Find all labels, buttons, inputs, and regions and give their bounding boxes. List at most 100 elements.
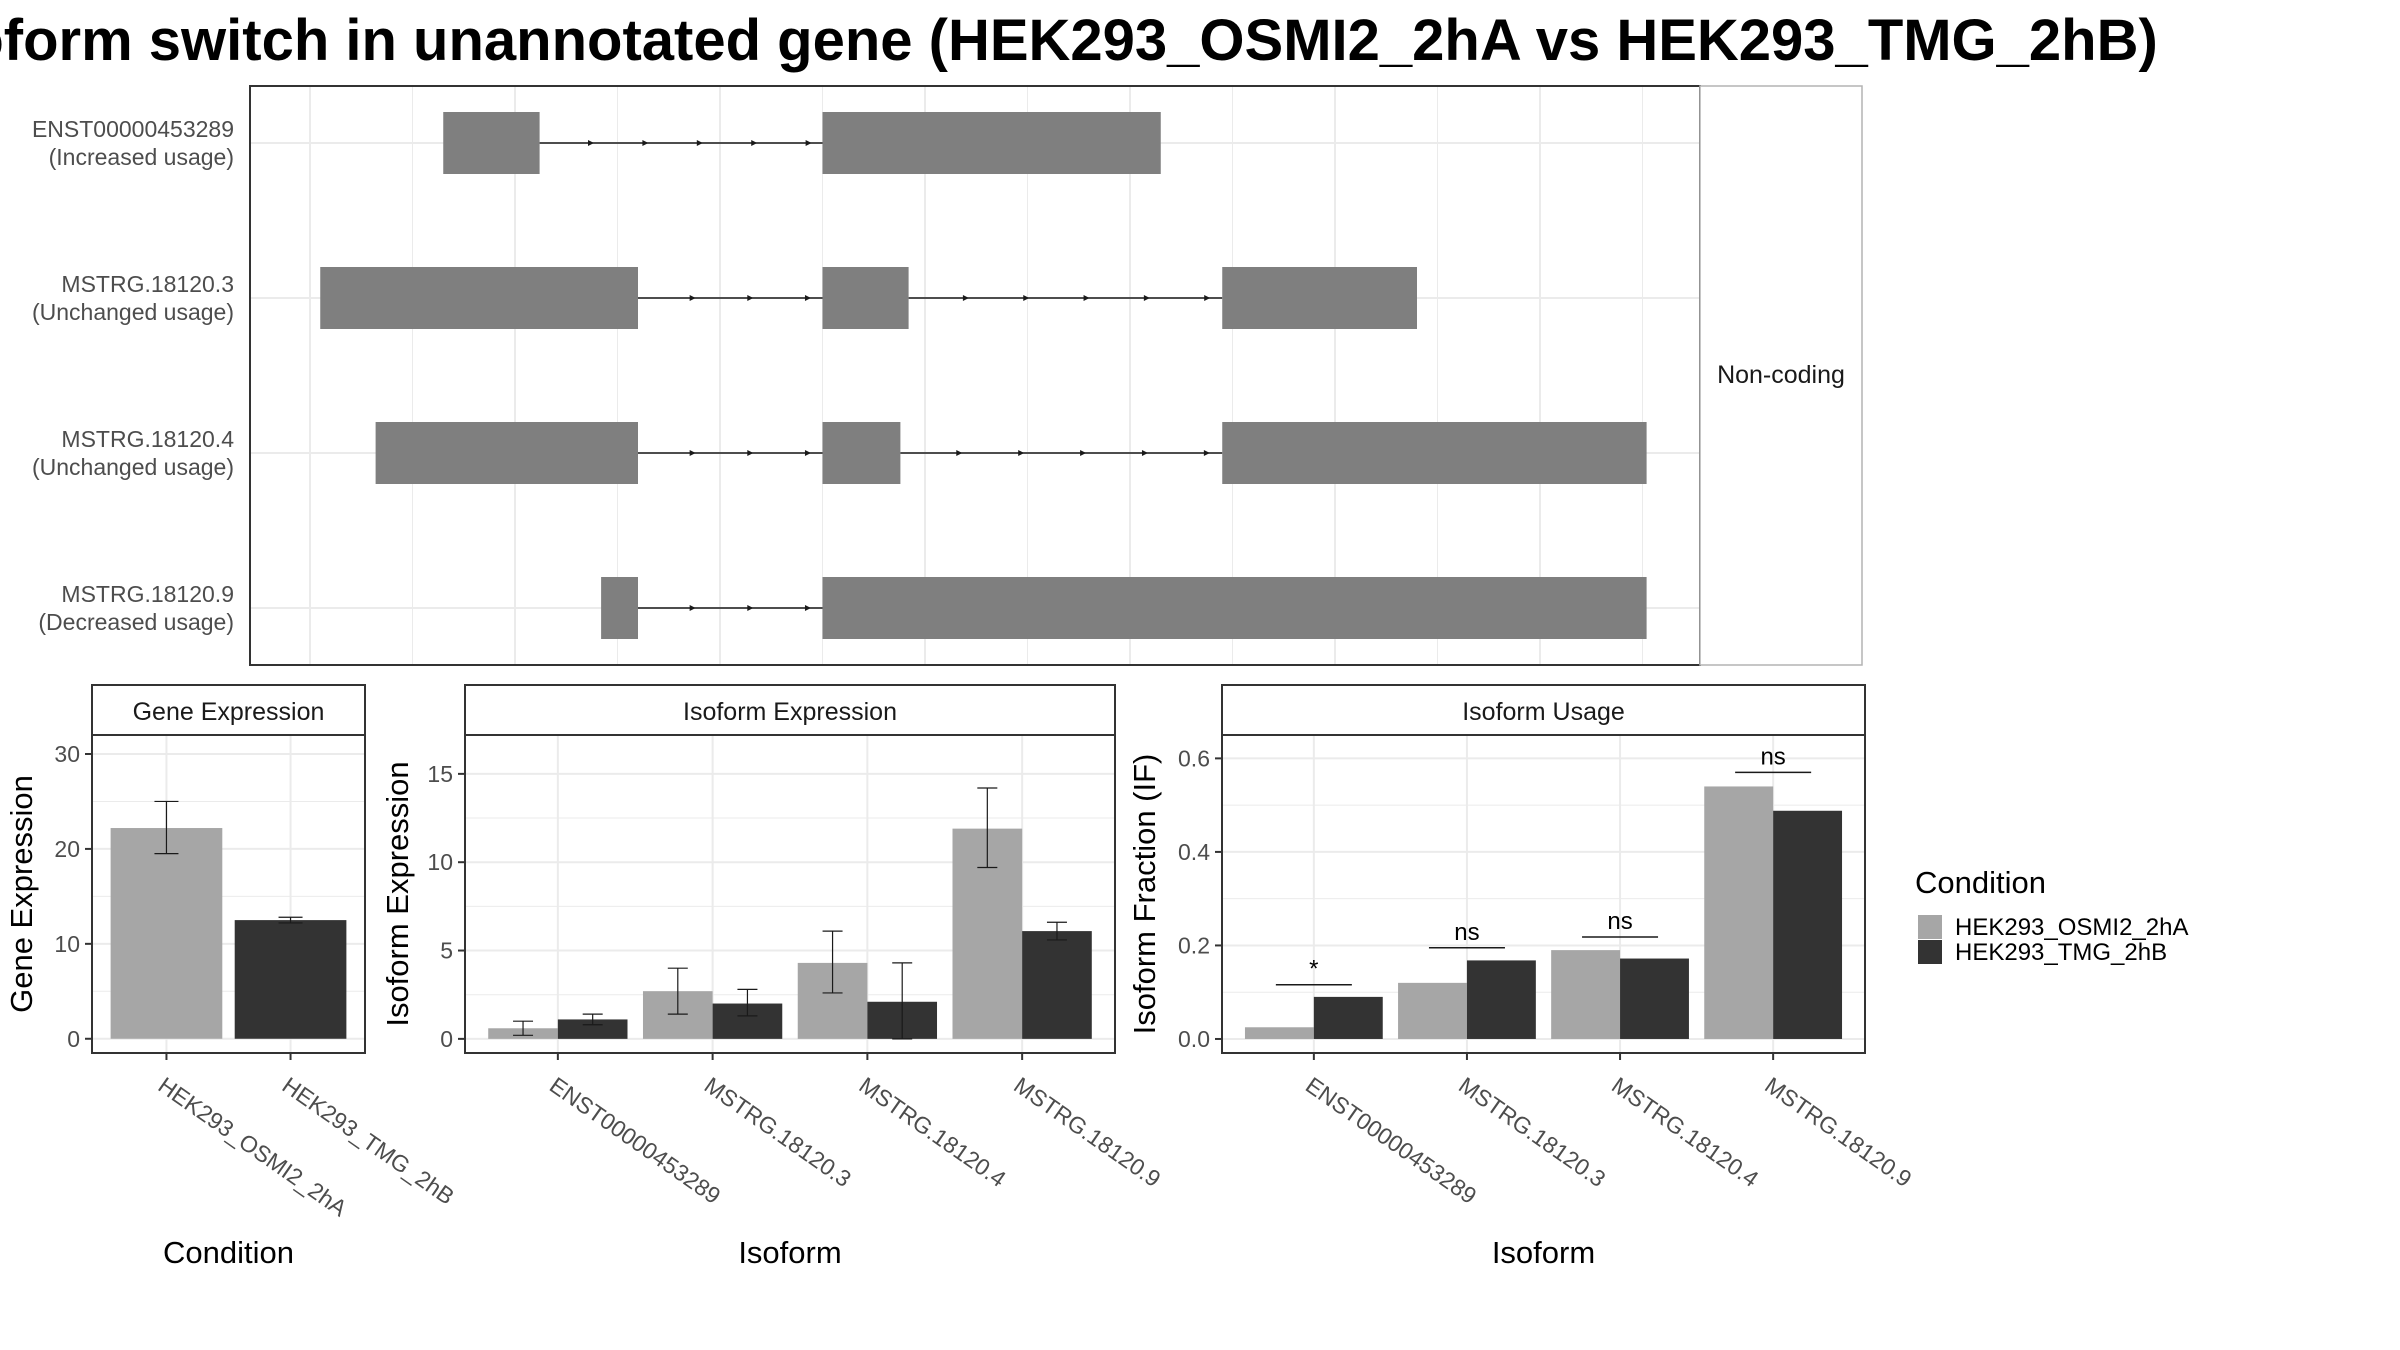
intron-arrow <box>1080 450 1087 456</box>
exon-block <box>1222 422 1647 484</box>
bar-condition-b <box>557 1019 628 1039</box>
y-axis-title: Isoform Fraction (IF) <box>1127 754 1162 1035</box>
transcript-structure-panel: ENST00000453289(Increased usage) MSTRG.18… <box>32 85 1863 666</box>
y-tick-label: 0.4 <box>1178 839 1210 865</box>
exon-block <box>375 422 638 484</box>
x-tick-label: MSTRG.18120.4 <box>855 1072 1011 1192</box>
bar-condition-b <box>234 920 347 1039</box>
exon-block <box>443 112 540 174</box>
y-tick-label: 0 <box>67 1026 80 1052</box>
intron-arrow <box>804 605 811 611</box>
x-tick-label: ENST00000453289 <box>545 1072 725 1209</box>
facet-strip <box>1699 85 1863 666</box>
y-tick-label: 20 <box>54 836 80 862</box>
x-axis-title: Isoform <box>1492 1235 1595 1270</box>
intron-arrow <box>1141 450 1148 456</box>
bar-condition-b <box>1773 810 1843 1039</box>
intron-arrow <box>1204 295 1211 301</box>
bar-condition-a <box>1398 982 1467 1039</box>
intron-arrow <box>805 140 812 146</box>
intron-arrow <box>747 450 754 456</box>
transcript-usage-label: (Increased usage) <box>49 144 234 170</box>
legend-swatch <box>1918 940 1942 964</box>
panel-title: Isoform Expression <box>683 698 897 726</box>
y-tick-label: 0.2 <box>1178 932 1210 958</box>
x-tick-label: MSTRG.18120.3 <box>700 1072 856 1192</box>
figure-title: Isoform switch in unannotated gene (HEK2… <box>0 8 2158 73</box>
exon-block <box>822 422 901 484</box>
intron-arrow <box>642 140 649 146</box>
exon-block <box>320 267 638 329</box>
intron-arrow <box>804 295 811 301</box>
significance-label: ns <box>1760 743 1785 770</box>
bar-condition-b <box>1620 958 1689 1039</box>
transcript-id-label: MSTRG.18120.3 <box>61 271 234 297</box>
x-tick-label: MSTRG.18120.3 <box>1454 1072 1610 1192</box>
x-tick-label: MSTRG.18120.4 <box>1607 1072 1763 1192</box>
y-tick-label: 10 <box>427 849 453 875</box>
significance-label: ns <box>1454 919 1479 946</box>
significance-label: * <box>1309 956 1318 983</box>
x-axis-title: Isoform <box>738 1235 841 1270</box>
intron-arrow <box>1023 295 1030 301</box>
y-tick-label: 10 <box>54 931 80 957</box>
legend-label: HEK293_TMG_2hB <box>1955 939 2167 966</box>
y-tick-label: 0 <box>440 1026 453 1052</box>
intron-arrow <box>1083 295 1090 301</box>
isoform-expression-panel: Isoform Expression051015ENST00000453289M… <box>380 684 1166 1270</box>
exon-block <box>822 267 909 329</box>
legend-label: HEK293_OSMI2_2hA <box>1955 914 2188 941</box>
transcript-usage-label: (Unchanged usage) <box>32 299 234 325</box>
intron-arrow <box>689 450 696 456</box>
intron-arrow <box>747 295 754 301</box>
bar-condition-b <box>1022 931 1092 1039</box>
bar-condition-b <box>1313 996 1383 1039</box>
panel-title: Gene Expression <box>133 698 325 726</box>
intron-arrow <box>956 450 963 456</box>
panel-title: Isoform Usage <box>1462 698 1625 726</box>
intron-arrow <box>1143 295 1150 301</box>
bar-condition-b <box>1466 960 1536 1039</box>
intron-arrow <box>751 140 758 146</box>
y-tick-label: 0.6 <box>1178 745 1210 771</box>
transcript-usage-label: (Unchanged usage) <box>32 454 234 480</box>
structure-plot-bg <box>250 86 1700 665</box>
y-tick-label: 0.0 <box>1178 1026 1210 1052</box>
transcript-id-label: MSTRG.18120.9 <box>61 581 234 607</box>
facet-strip <box>464 684 1116 736</box>
x-axis-title: Condition <box>163 1235 294 1270</box>
facet-label-non-coding: Non-coding <box>1717 361 1845 389</box>
bar-condition-a <box>1704 786 1774 1039</box>
legend-title: Condition <box>1915 865 2046 900</box>
intron-arrow <box>804 450 811 456</box>
bar-condition-a <box>1551 950 1621 1039</box>
intron-arrow <box>696 140 703 146</box>
facet-strip <box>1221 684 1866 736</box>
facet-strip <box>91 684 366 736</box>
x-tick-label: MSTRG.18120.9 <box>1009 1072 1165 1192</box>
y-axis-title: Isoform Expression <box>380 761 415 1026</box>
y-axis-title: Gene Expression <box>4 775 39 1013</box>
transcript-usage-label: (Decreased usage) <box>38 609 234 635</box>
intron-arrow <box>689 605 696 611</box>
transcript-id-label: ENST00000453289 <box>32 116 234 142</box>
x-tick-label: MSTRG.18120.9 <box>1760 1072 1916 1192</box>
intron-arrow <box>747 605 754 611</box>
significance-label: ns <box>1607 908 1632 935</box>
y-tick-label: 5 <box>440 938 453 964</box>
exon-block <box>822 112 1161 174</box>
exon-block <box>822 577 1647 639</box>
intron-arrow <box>689 295 696 301</box>
intron-arrow <box>1018 450 1025 456</box>
y-tick-label: 15 <box>427 761 453 787</box>
exon-block <box>601 577 638 639</box>
exon-block <box>1222 267 1417 329</box>
y-tick-label: 30 <box>54 741 80 767</box>
transcript-id-label: MSTRG.18120.4 <box>61 426 234 452</box>
intron-arrow <box>962 295 969 301</box>
intron-arrow <box>588 140 595 146</box>
bar-condition-a <box>110 828 223 1039</box>
